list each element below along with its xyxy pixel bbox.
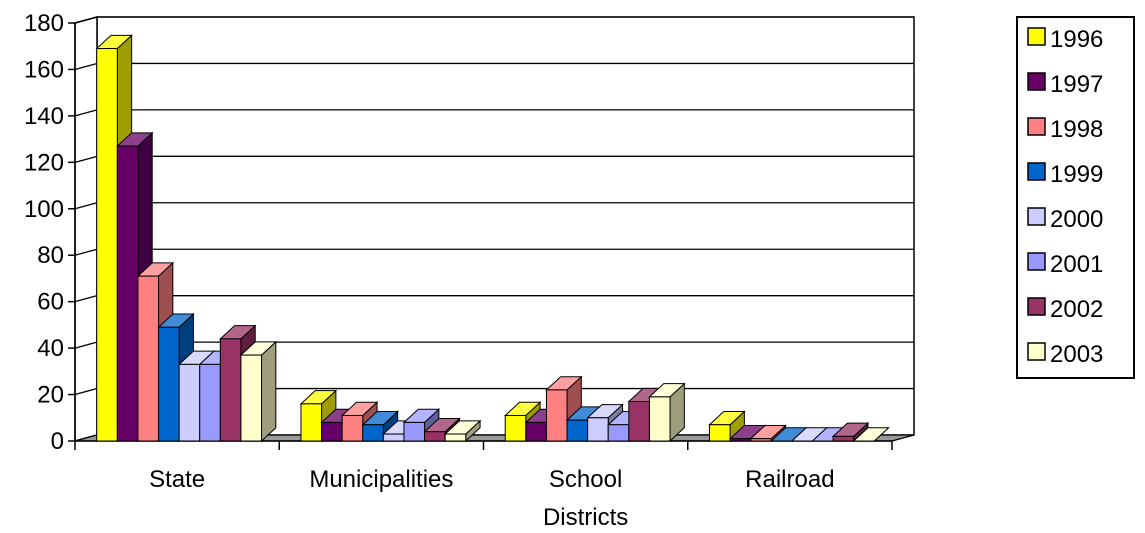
category-label: Municipalities <box>309 466 453 493</box>
bar-front <box>607 424 630 442</box>
bar <box>239 340 278 443</box>
legend-label: 2001 <box>1050 251 1103 278</box>
bar-top <box>852 427 890 442</box>
legend: 1996 1997 1998 1999 2000 2001 2002 2003 <box>1016 16 1135 379</box>
legend-label: 1998 <box>1050 116 1103 143</box>
y-tick-label: 40 <box>37 335 64 362</box>
category-label: School <box>549 466 622 493</box>
bar-front <box>504 414 527 442</box>
bar-front <box>832 435 855 442</box>
bar-front <box>341 414 364 442</box>
legend-swatch <box>1027 117 1046 136</box>
y-tick-label: 20 <box>37 382 64 409</box>
gridline-side <box>74 109 98 117</box>
legend-item: 1998 <box>1027 116 1103 143</box>
gridline-side <box>74 341 98 349</box>
gridline-side <box>74 248 98 256</box>
category-label: Railroad <box>745 466 834 493</box>
gridline-side <box>74 16 98 24</box>
legend-label: 2003 <box>1050 341 1103 368</box>
bar-front <box>137 275 160 442</box>
bar-front <box>587 417 609 442</box>
bar-front <box>240 354 263 442</box>
bar-front <box>300 403 323 442</box>
bar-front <box>424 431 446 442</box>
gridline-side <box>74 62 98 71</box>
y-tick-label: 120 <box>24 149 64 176</box>
legend-item: 2001 <box>1027 251 1103 278</box>
legend-label: 1996 <box>1050 26 1103 53</box>
legend-swatch <box>1027 342 1046 361</box>
y-tick-label: 60 <box>37 289 64 316</box>
bar-front <box>444 433 467 442</box>
legend-label: 2000 <box>1050 206 1103 233</box>
bar <box>648 382 686 443</box>
legend-swatch <box>1027 207 1046 226</box>
bar-front <box>96 48 118 442</box>
bar <box>852 427 890 442</box>
legend-label: 2002 <box>1050 296 1103 323</box>
legend-item: 2000 <box>1027 206 1103 233</box>
y-tick-label: 0 <box>51 428 64 455</box>
bar-front <box>566 419 589 442</box>
bar-front <box>116 145 139 442</box>
bar-front <box>545 389 568 442</box>
legend-item: 1997 <box>1027 71 1103 98</box>
bar-front <box>178 363 201 442</box>
category-label: Districts <box>543 504 628 531</box>
bar-front <box>321 421 343 442</box>
bar-front <box>750 438 772 442</box>
gridline-side <box>74 387 98 396</box>
bar <box>443 419 482 443</box>
legend-item: 1996 <box>1027 26 1103 53</box>
bars <box>95 34 890 443</box>
legend-swatch <box>1027 27 1046 46</box>
bar-front <box>525 421 547 442</box>
legend-swatch <box>1027 252 1046 271</box>
bar-front <box>219 338 242 442</box>
legend-swatch <box>1027 297 1046 316</box>
bar-front <box>382 433 405 442</box>
legend-label: 1999 <box>1050 161 1103 188</box>
bar-front <box>729 438 752 442</box>
bar-front <box>708 424 731 442</box>
gridlines <box>74 16 914 396</box>
legend-item: 2003 <box>1027 341 1103 368</box>
bar-side <box>261 340 277 443</box>
y-tick-label: 140 <box>24 103 64 130</box>
side-wall <box>74 16 98 442</box>
y-axis: 0 20 40 60 80 100 120 140 160 180 <box>24 10 76 455</box>
bar <box>708 410 746 443</box>
bar-front <box>403 421 426 442</box>
bar-front <box>648 396 671 442</box>
gridline-side <box>74 155 98 163</box>
bar <box>831 422 870 443</box>
y-tick-label: 160 <box>24 56 64 83</box>
legend-swatch <box>1027 162 1046 181</box>
bar-front <box>199 363 221 442</box>
x-axis: State Municipalities School Districts Railro… <box>74 440 893 531</box>
legend-item: 1999 <box>1027 161 1103 188</box>
y-tick-label: 180 <box>24 10 64 37</box>
gridline-side <box>74 295 98 303</box>
category-label: State <box>149 466 205 493</box>
bar-front <box>362 424 384 442</box>
legend-item: 2002 <box>1027 296 1103 323</box>
bar-front <box>158 326 180 442</box>
gridline-side <box>74 202 98 210</box>
y-tick-label: 100 <box>24 196 64 223</box>
bar-front <box>628 401 650 442</box>
y-tick-label: 80 <box>37 242 64 269</box>
legend-swatch <box>1027 72 1046 91</box>
legend-label: 1997 <box>1050 71 1103 98</box>
